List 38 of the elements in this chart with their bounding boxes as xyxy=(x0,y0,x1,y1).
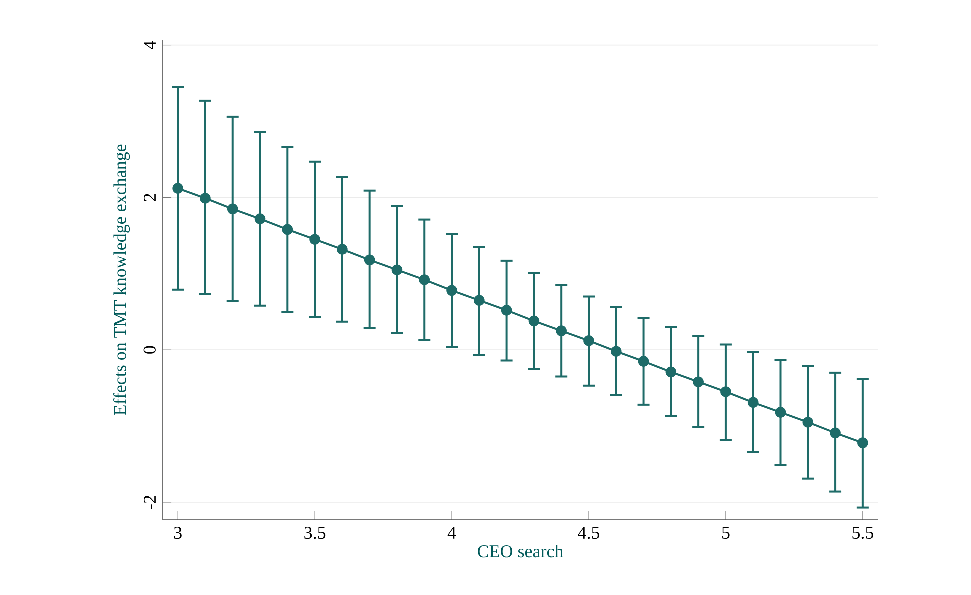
y-axis-title: Effects on TMT knowledge exchange xyxy=(114,144,130,416)
point xyxy=(419,274,430,286)
point xyxy=(474,295,485,306)
point xyxy=(556,326,567,336)
y-tick-label: 0 xyxy=(144,346,156,354)
x-tick-label: 4.5 xyxy=(578,527,600,540)
point xyxy=(364,254,376,266)
point xyxy=(693,376,704,388)
y-tick-label: 2 xyxy=(144,194,156,202)
point xyxy=(858,438,868,448)
y-tick-label: -2 xyxy=(144,496,156,510)
x-tick-label: 3.5 xyxy=(304,527,326,540)
point xyxy=(748,397,759,408)
point xyxy=(172,183,184,194)
point xyxy=(802,417,814,428)
x-tick-label: 5 xyxy=(722,527,730,540)
point xyxy=(501,305,512,316)
point xyxy=(227,204,238,215)
point xyxy=(720,386,732,398)
point xyxy=(337,244,348,255)
x-axis-title: CEO search xyxy=(478,544,564,558)
x-tick-label: 5.5 xyxy=(852,527,874,540)
point xyxy=(392,264,403,276)
point xyxy=(610,346,622,358)
point xyxy=(666,366,677,378)
point xyxy=(282,224,294,236)
point xyxy=(584,336,594,346)
point xyxy=(200,193,211,204)
x-tick-label: 3 xyxy=(174,527,182,540)
point xyxy=(528,316,540,327)
y-tick-label: 4 xyxy=(144,41,156,50)
point xyxy=(638,356,650,367)
point xyxy=(775,407,786,418)
x-tick-label: 4 xyxy=(448,527,456,539)
point xyxy=(830,428,841,439)
point xyxy=(310,234,320,246)
point xyxy=(254,214,266,224)
point xyxy=(446,285,458,296)
